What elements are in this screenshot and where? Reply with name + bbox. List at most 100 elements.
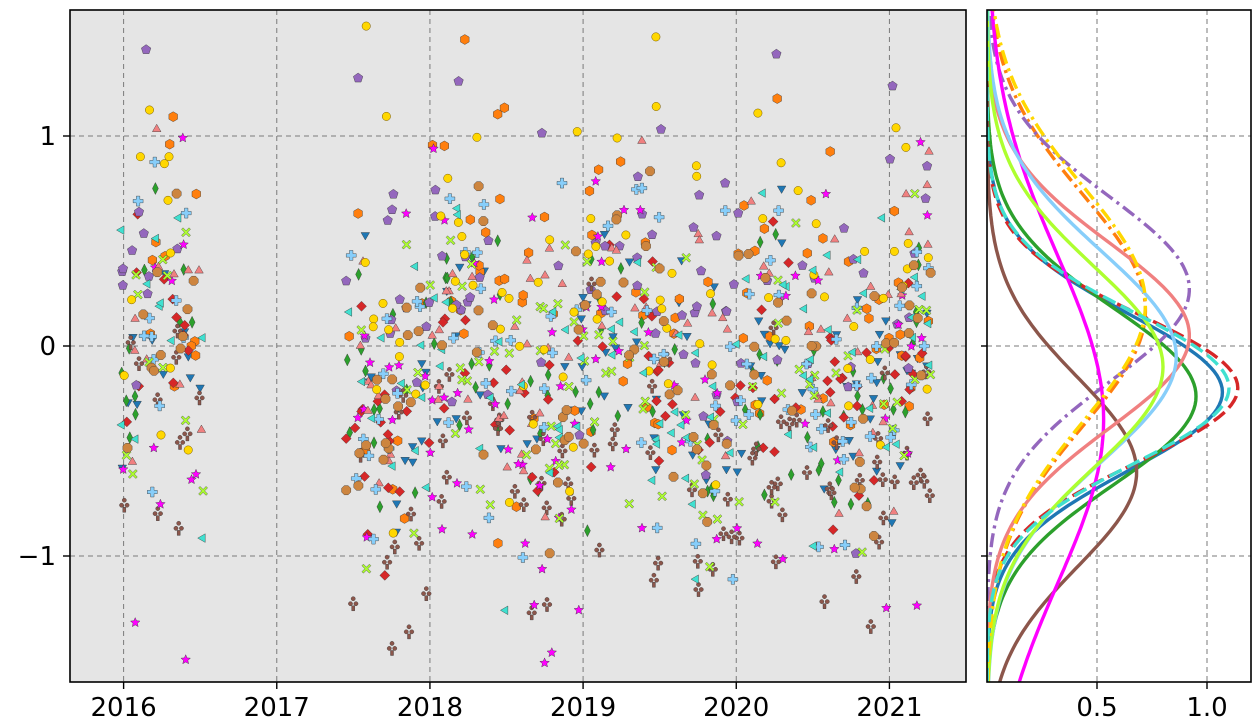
- scatter-point: [400, 208, 412, 219]
- scatter-point: [822, 250, 831, 260]
- scatter-point: [746, 196, 756, 205]
- scatter-point: [632, 280, 643, 290]
- scatter-point: [923, 239, 933, 248]
- scatter-point: [806, 195, 816, 206]
- scatter-point: [591, 289, 602, 300]
- scatter-point: [794, 364, 804, 375]
- scatter-point: [834, 508, 844, 517]
- scatter-point: [401, 239, 412, 250]
- scatter-point: [526, 471, 538, 483]
- scatter-point: [637, 135, 647, 144]
- scatter-point: [372, 374, 382, 385]
- scatter-point: [772, 93, 782, 104]
- scatter-point: [799, 418, 811, 429]
- scatter-point: [360, 258, 370, 267]
- scatter-point: [924, 488, 935, 503]
- scatter-point: [597, 320, 607, 330]
- scatter-point: [773, 318, 784, 328]
- scatter-point: [349, 422, 361, 434]
- scatter-point: [660, 410, 671, 422]
- scatter-point: [516, 379, 525, 390]
- scatter-point: [777, 553, 789, 564]
- scatter-point: [922, 209, 933, 220]
- scatter-point: [533, 277, 543, 287]
- scatter-point: [465, 292, 476, 302]
- scatter-point: [465, 214, 475, 225]
- scatter-point: [584, 185, 595, 197]
- scatter-point: [718, 526, 729, 541]
- scatter-point: [595, 385, 603, 399]
- scatter-point: [504, 348, 515, 358]
- scatter-point: [825, 146, 835, 157]
- scatter-point: [682, 318, 693, 327]
- scatter-point: [473, 181, 484, 192]
- scatter-point: [341, 275, 352, 286]
- scatter-point: [180, 207, 192, 219]
- scatter-point: [865, 355, 875, 364]
- scatter-point: [690, 538, 702, 549]
- scatter-point: [887, 519, 897, 528]
- scatter-point: [147, 486, 158, 498]
- scatter-point: [364, 357, 376, 368]
- scatter-point: [378, 454, 389, 465]
- scatter-point: [667, 268, 677, 278]
- scatter-point: [692, 444, 702, 455]
- scatter-point: [698, 411, 709, 421]
- scatter-point: [847, 347, 856, 357]
- scatter-point: [492, 421, 504, 436]
- scatter-point: [393, 435, 403, 447]
- scatter-point: [904, 226, 914, 236]
- scatter-point: [388, 528, 398, 538]
- scatter-point: [444, 193, 456, 204]
- scatter-point: [494, 234, 501, 248]
- scatter-point: [185, 374, 195, 383]
- scatter-point: [178, 331, 188, 342]
- scatter-point: [831, 368, 841, 378]
- scatter-point: [738, 419, 748, 430]
- scatter-point: [527, 374, 534, 388]
- scatter-point: [837, 436, 848, 447]
- scatter-point: [590, 353, 602, 364]
- scatter-point: [881, 442, 890, 452]
- scatter-point: [731, 522, 743, 533]
- scatter-point: [425, 447, 436, 458]
- scatter-point: [475, 484, 486, 495]
- scatter-point: [594, 542, 605, 558]
- y-tick-label: −1: [18, 542, 56, 572]
- scatter-point: [343, 307, 352, 317]
- scatter-point: [865, 415, 875, 424]
- scatter-point: [854, 448, 864, 457]
- scatter-point: [653, 211, 665, 223]
- scatter-point: [726, 529, 737, 545]
- scatter-point: [803, 326, 814, 335]
- scatter-point: [589, 423, 597, 437]
- scatter-point: [805, 374, 814, 384]
- scatter-point: [117, 280, 128, 290]
- scatter-point: [493, 538, 503, 549]
- scatter-point: [922, 160, 933, 171]
- scatter-point: [348, 596, 359, 611]
- scatter-point: [183, 265, 193, 274]
- scatter-point: [576, 407, 587, 416]
- scatter-point: [878, 399, 889, 409]
- scatter-point: [481, 227, 491, 238]
- scatter-point: [522, 255, 532, 264]
- scatter-point: [380, 438, 391, 449]
- scatter-point: [852, 296, 863, 305]
- scatter-point: [676, 420, 685, 430]
- scatter-point: [135, 152, 145, 162]
- scatter-point: [396, 378, 405, 389]
- scatter-point: [383, 482, 394, 494]
- scatter-point: [667, 444, 677, 456]
- scatter-point: [632, 257, 641, 267]
- scatter-point: [694, 189, 705, 200]
- scatter-point: [363, 405, 373, 414]
- scatter-point: [769, 446, 780, 458]
- density-gridlines: [987, 10, 1251, 682]
- scatter-point: [776, 185, 787, 194]
- scatter-point: [545, 311, 557, 322]
- scatter-point: [908, 475, 919, 490]
- scatter-point: [148, 354, 159, 365]
- scatter-point: [191, 188, 201, 200]
